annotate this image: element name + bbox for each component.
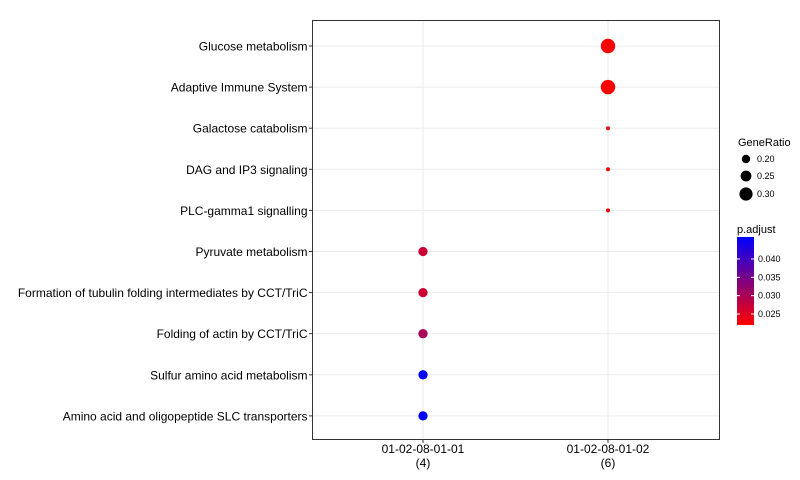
data-point (418, 411, 428, 421)
legend-size-label: 0.30 (757, 189, 775, 199)
x-tick-label: 01-02-08-01-01 (382, 442, 465, 456)
legend-size-key (739, 187, 753, 201)
legend-size-key (740, 170, 752, 182)
legend-size-label: 0.20 (757, 154, 775, 164)
y-tick-label: DAG and IP3 signaling (186, 163, 307, 177)
legend-color-label: 0.025 (758, 309, 781, 319)
x-tick-count-label: (6) (601, 456, 616, 470)
legend-color-title: p.adjust (737, 224, 776, 236)
data-point (606, 167, 610, 172)
x-tick-label: 01-02-08-01-02 (567, 442, 650, 456)
y-tick-label: Folding of actin by CCT/TriC (157, 327, 308, 341)
data-point (600, 79, 616, 95)
plot-panel-border (312, 20, 720, 440)
y-tick-label: Glucose metabolism (199, 40, 308, 54)
data-point (418, 287, 428, 298)
x-tick-count-label: (4) (416, 456, 431, 470)
y-tick-label: Formation of tubulin folding intermediat… (18, 286, 308, 300)
grid-layer (312, 20, 720, 440)
legend-size-key (741, 154, 751, 164)
legend-color-label: 0.040 (758, 254, 781, 264)
y-tick-label: Adaptive Immune System (171, 81, 308, 95)
legend-colorbar (737, 237, 754, 325)
data-points (418, 38, 616, 421)
legend-size-title: GeneRatio (738, 137, 791, 149)
data-point (606, 126, 610, 131)
y-tick-label: Galactose catabolism (193, 122, 308, 136)
data-point (600, 38, 616, 54)
data-point (418, 329, 428, 339)
y-tick-label: PLC-gamma1 signalling (180, 204, 307, 218)
y-tick-label: Pyruvate metabolism (195, 245, 307, 259)
y-tick-label: Amino acid and oligopeptide SLC transpor… (63, 409, 308, 423)
legend-size-label: 0.25 (757, 171, 775, 181)
legend-p-adjust: p.adjust 0.025 0.030 0.035 0.040 (737, 224, 781, 325)
x-axis: 01-02-08-01-01(4) 01-02-08-01-02(6) (382, 439, 650, 470)
legend-color-label: 0.030 (758, 291, 781, 301)
legend-color-label: 0.035 (758, 272, 781, 282)
data-point (606, 208, 610, 213)
data-point (418, 370, 428, 380)
y-axis: Glucose metabolism Adaptive Immune System… (18, 40, 313, 423)
y-tick-label: Sulfur amino acid metabolism (150, 368, 307, 382)
data-point (418, 246, 428, 257)
legend-generatio: GeneRatio 0.20 0.25 0.30 (738, 137, 791, 201)
